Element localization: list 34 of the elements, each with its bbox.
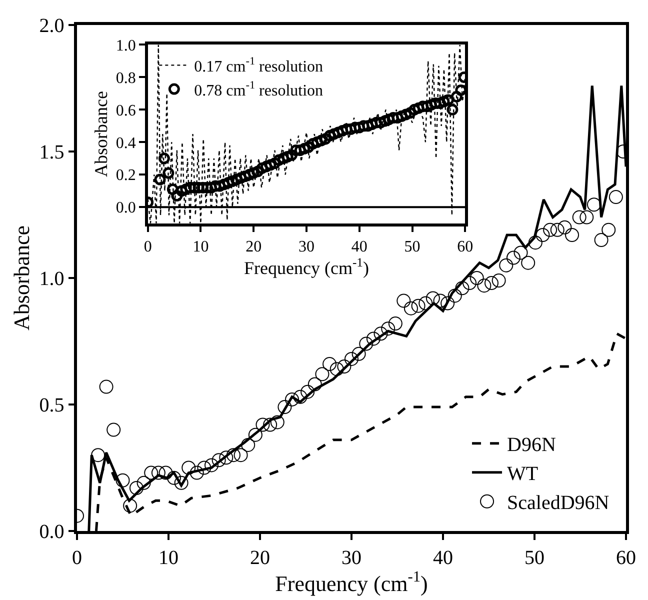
x-tick-label: 60	[457, 238, 474, 256]
y-axis-title: Absorbance	[91, 91, 112, 178]
x-axis-title: Frequency (cm$^{-1}$)	[244, 255, 369, 278]
y-tick-label: 1.5	[39, 142, 64, 164]
x-tick-label: 40	[351, 238, 368, 256]
x-tick-label: 30	[342, 546, 362, 569]
x-tick-label: 50	[404, 238, 420, 256]
legend-label: D96N	[507, 434, 556, 456]
y-tick-label: 0.0	[116, 200, 136, 217]
x-tick-label: 20	[246, 238, 262, 256]
legend-label: 0.17 cm$^{-1}$ resolution	[194, 56, 324, 76]
y-tick-label: 2.0	[39, 15, 64, 37]
y-tick-label: 0.0	[39, 521, 64, 543]
y-tick-label: 0.5	[39, 394, 64, 416]
x-tick-label: 10	[192, 238, 209, 256]
legend-label: WT	[507, 463, 538, 486]
x-tick-label: 50	[524, 546, 544, 569]
y-tick-label: 1.0	[116, 37, 136, 54]
x-tick-label: 0	[72, 546, 82, 569]
x-axis-title: Frequency (cm$^{-1}$)	[275, 568, 428, 596]
x-tick-label: 10	[158, 546, 178, 569]
y-tick-label: 0.2	[116, 167, 136, 184]
y-tick-label: 0.6	[116, 102, 136, 120]
legend-label: ScaledD96N	[507, 492, 610, 514]
y-tick-label: 0.4	[116, 134, 136, 152]
x-tick-label: 60	[616, 546, 636, 569]
x-tick-label: 30	[298, 238, 314, 256]
x-tick-label: 0	[144, 238, 152, 256]
x-tick-label: 20	[250, 546, 270, 569]
x-tick-label: 40	[433, 546, 453, 569]
y-axis-title: Absorbance	[9, 225, 34, 331]
y-tick-label: 0.8	[116, 70, 136, 87]
legend-label: 0.78 cm$^{-1}$ resolution	[194, 80, 324, 100]
y-tick-label: 1.0	[39, 268, 64, 290]
